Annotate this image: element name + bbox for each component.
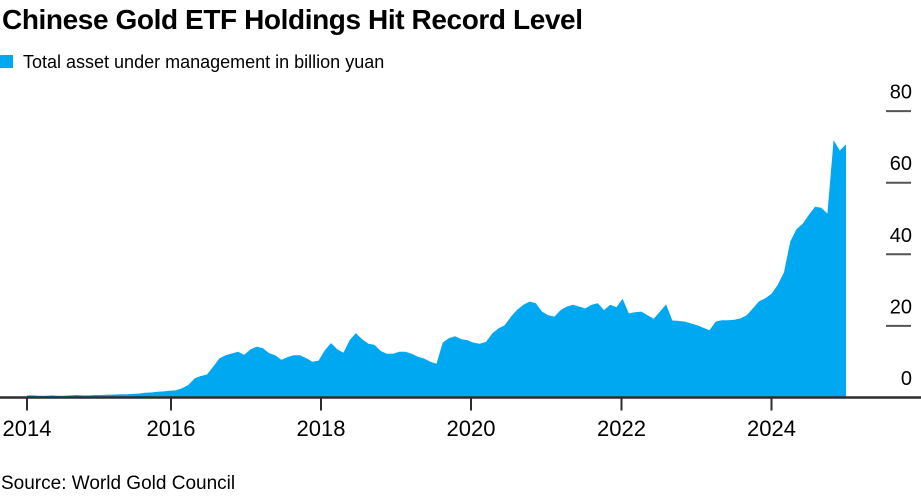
x-tick-label: 2018 <box>297 416 346 441</box>
y-tick-label: 60 <box>890 153 912 175</box>
x-tick-label: 2020 <box>447 416 496 441</box>
legend-label: Total asset under management in billion … <box>23 51 385 72</box>
area-series <box>27 140 846 398</box>
x-tick-label: 2014 <box>3 416 52 441</box>
page-title: Chinese Gold ETF Holdings Hit Record Lev… <box>2 4 583 35</box>
x-tick-label: 2022 <box>597 416 646 441</box>
x-tick-label: 2016 <box>147 416 196 441</box>
source-note: Source: World Gold Council <box>1 473 236 494</box>
y-tick-label: 20 <box>890 296 912 318</box>
legend-swatch-icon <box>0 55 13 68</box>
legend: Total asset under management in billion … <box>0 51 385 72</box>
y-tick-label: 0 <box>901 368 912 390</box>
y-tick-label: 40 <box>890 225 912 247</box>
y-tick-label: 80 <box>890 82 912 104</box>
x-tick-label: 2024 <box>747 416 796 441</box>
